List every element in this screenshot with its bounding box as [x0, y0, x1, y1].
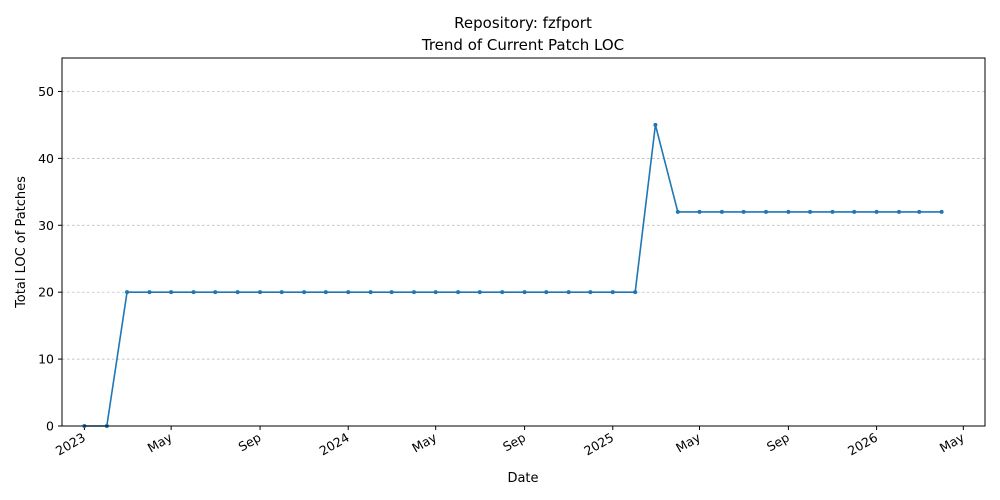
x-tick-label: 2024	[317, 430, 352, 459]
data-point	[852, 209, 857, 214]
data-point	[896, 209, 901, 214]
y-axis: 0 10 20 30 40 50	[38, 84, 62, 434]
x-tick-label: May	[145, 429, 175, 455]
data-point	[258, 290, 263, 295]
chart-title-line2: Trend of Current Patch LOC	[421, 36, 624, 54]
x-tick-label: 2025	[581, 430, 616, 459]
x-tick-label: May	[673, 429, 703, 455]
data-point	[808, 209, 813, 214]
data-point	[610, 290, 615, 295]
y-axis-label: Total LOC of Patches	[14, 176, 29, 309]
data-point	[235, 290, 240, 295]
data-point	[786, 209, 791, 214]
data-point	[477, 290, 482, 295]
data-point	[147, 290, 152, 295]
data-point	[456, 290, 461, 295]
data-point	[588, 290, 593, 295]
series-line	[84, 124, 942, 427]
data-point	[653, 122, 658, 127]
data-point	[169, 290, 174, 295]
plot-frame	[61, 57, 986, 427]
y-tick-label: 20	[38, 285, 54, 300]
data-point	[830, 209, 835, 214]
data-point	[874, 209, 879, 214]
x-tick-label: May	[937, 429, 967, 455]
data-point	[323, 290, 328, 295]
data-point	[522, 290, 527, 295]
data-point	[917, 209, 922, 214]
x-axis: 2023 May Sep 2024 May Sep 2025 May Sep 2026 May	[53, 426, 967, 459]
data-point	[697, 209, 702, 214]
data-point	[279, 290, 284, 295]
data-point	[368, 290, 373, 295]
y-tick-label: 10	[38, 352, 54, 367]
data-point	[566, 290, 571, 295]
data-point	[411, 290, 416, 295]
data-point	[763, 209, 768, 214]
y-tick-label: 0	[46, 419, 54, 434]
chart-title-line1: Repository: fzfport	[454, 14, 592, 32]
series-layer	[82, 122, 944, 428]
x-tick-label: 2023	[53, 430, 88, 459]
data-point	[213, 290, 218, 295]
y-tick-label: 30	[38, 218, 54, 233]
data-point	[719, 209, 724, 214]
data-point	[675, 209, 680, 214]
x-tick-label: 2026	[845, 430, 880, 459]
data-point	[939, 209, 944, 214]
x-tick-label: Sep	[236, 430, 264, 455]
data-point	[125, 290, 130, 295]
x-tick-label: Sep	[500, 430, 528, 455]
data-point	[433, 290, 438, 295]
x-tick-label: May	[409, 429, 439, 455]
data-point	[500, 290, 505, 295]
y-tick-label: 40	[38, 151, 54, 166]
data-point	[191, 290, 196, 295]
data-point	[346, 290, 351, 295]
data-point	[741, 209, 746, 214]
x-tick-label: Sep	[764, 430, 792, 455]
grid-lines	[62, 91, 985, 360]
data-point	[302, 290, 307, 295]
data-point	[389, 290, 394, 295]
y-tick-label: 50	[38, 84, 54, 99]
data-point	[633, 290, 638, 295]
data-point	[544, 290, 549, 295]
x-axis-label: Date	[507, 471, 538, 486]
